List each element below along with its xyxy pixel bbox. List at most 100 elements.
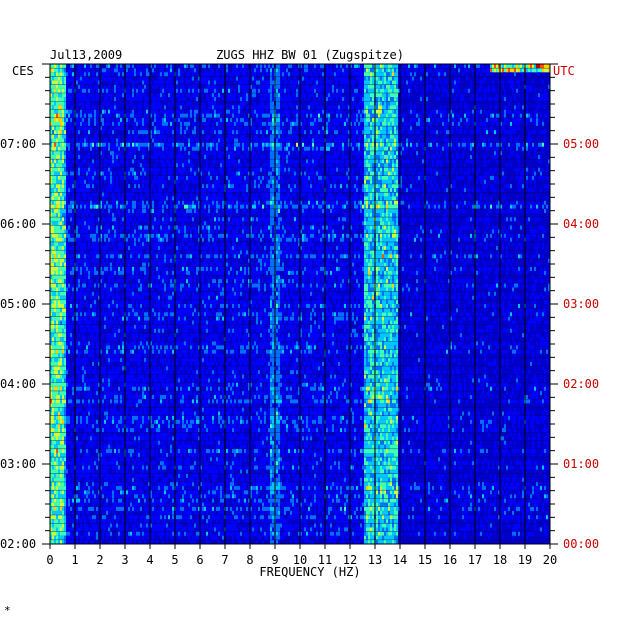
spectrogram-cell xyxy=(360,81,362,85)
spectrogram-cell xyxy=(222,143,224,147)
spectrogram-cell xyxy=(386,188,388,192)
spectrogram-cell xyxy=(454,97,456,101)
spectrogram-cell xyxy=(514,118,516,122)
spectrogram-cell xyxy=(366,134,368,138)
spectrogram-cell xyxy=(142,155,144,159)
spectrogram-cell xyxy=(386,85,388,89)
spectrogram-cell xyxy=(78,126,80,130)
spectrogram-cell xyxy=(366,184,368,188)
spectrogram-cell xyxy=(430,130,432,134)
spectrogram-cell xyxy=(356,143,358,147)
spectrogram-cell xyxy=(192,147,194,151)
spectrogram-cell xyxy=(394,64,396,68)
spectrogram-cell xyxy=(464,105,466,109)
spectrogram-cell xyxy=(318,85,320,89)
spectrogram-cell xyxy=(78,68,80,72)
spectrogram-cell xyxy=(66,110,68,114)
spectrogram-cell xyxy=(256,147,258,151)
spectrogram-cell xyxy=(264,114,266,118)
spectrogram-cell xyxy=(58,89,60,93)
spectrogram-cell xyxy=(476,130,478,134)
spectrogram-cell xyxy=(536,114,538,118)
spectrogram-cell xyxy=(152,138,154,142)
spectrogram-cell xyxy=(336,138,338,142)
spectrogram-cell xyxy=(390,188,392,192)
spectrogram-cell xyxy=(518,93,520,97)
spectrogram-cell xyxy=(282,64,284,68)
spectrogram-cell xyxy=(466,76,468,80)
spectrogram-cell xyxy=(394,130,396,134)
spectrogram-cell xyxy=(404,122,406,126)
spectrogram-cell xyxy=(270,155,272,159)
spectrogram-cell xyxy=(368,180,370,184)
spectrogram-cell xyxy=(330,134,332,138)
spectrogram-cell xyxy=(192,85,194,89)
spectrogram-cell xyxy=(134,151,136,155)
spectrogram-cell xyxy=(436,64,438,68)
spectrogram-cell xyxy=(272,184,274,188)
spectrogram-cell xyxy=(310,138,312,142)
spectrogram-cell xyxy=(216,143,218,147)
spectrogram-cell xyxy=(158,118,160,122)
spectrogram-cell xyxy=(122,93,124,97)
spectrogram-cell xyxy=(520,118,522,122)
spectrogram-cell xyxy=(276,68,278,72)
spectrogram-cell xyxy=(144,89,146,93)
spectrogram-cell xyxy=(244,176,246,180)
spectrogram-cell xyxy=(244,114,246,118)
spectrogram-cell xyxy=(180,122,182,126)
spectrogram-cell xyxy=(206,93,208,97)
spectrogram-cell xyxy=(412,118,414,122)
spectrogram-cell xyxy=(312,118,314,122)
spectrogram-cell xyxy=(120,122,122,126)
spectrogram-cell xyxy=(52,110,54,114)
spectrogram-cell xyxy=(466,159,468,163)
spectrogram-cell xyxy=(76,93,78,97)
spectrogram-cell xyxy=(236,68,238,72)
spectrogram-cell xyxy=(342,72,344,76)
spectrogram-cell xyxy=(294,172,296,176)
spectrogram-cell xyxy=(168,163,170,167)
spectrogram-cell xyxy=(192,180,194,184)
spectrogram-cell xyxy=(338,167,340,171)
spectrogram-cell xyxy=(110,151,112,155)
spectrogram-cell xyxy=(220,151,222,155)
spectrogram-cell xyxy=(256,167,258,171)
spectrogram-cell xyxy=(190,143,192,147)
spectrogram-cell xyxy=(112,151,114,155)
spectrogram-cell xyxy=(284,89,286,93)
spectrogram-cell xyxy=(140,97,142,101)
spectrogram-cell xyxy=(506,64,508,68)
spectrogram-cell xyxy=(394,110,396,114)
spectrogram-cell xyxy=(164,97,166,101)
spectrogram-cell xyxy=(246,64,248,68)
spectrogram-cell xyxy=(168,155,170,159)
spectrogram-cell xyxy=(508,110,510,114)
spectrogram-cell xyxy=(64,192,66,196)
spectrogram-cell xyxy=(308,122,310,126)
spectrogram-cell xyxy=(480,176,482,180)
spectrogram-cell xyxy=(338,118,340,122)
spectrogram-cell xyxy=(256,114,258,118)
spectrogram-cell xyxy=(260,105,262,109)
spectrogram-cell xyxy=(338,105,340,109)
spectrogram-cell xyxy=(480,72,482,76)
spectrogram-cell xyxy=(252,64,254,68)
spectrogram-cell xyxy=(318,110,320,114)
spectrogram-cell xyxy=(294,93,296,97)
spectrogram-cell xyxy=(336,159,338,163)
spectrogram-cell xyxy=(480,85,482,89)
spectrogram-cell xyxy=(182,147,184,151)
spectrogram-cell xyxy=(138,159,140,163)
spectrogram-cell xyxy=(456,188,458,192)
spectrogram-cell xyxy=(172,72,174,76)
spectrogram-cell xyxy=(266,81,268,85)
spectrogram-cell xyxy=(358,176,360,180)
spectrogram-cell xyxy=(412,143,414,147)
spectrogram-cell xyxy=(490,68,492,72)
spectrogram-cell xyxy=(54,138,56,142)
spectrogram-cell xyxy=(522,147,524,151)
spectrogram-cell xyxy=(396,97,398,101)
spectrogram-cell xyxy=(206,114,208,118)
spectrogram-cell xyxy=(188,72,190,76)
